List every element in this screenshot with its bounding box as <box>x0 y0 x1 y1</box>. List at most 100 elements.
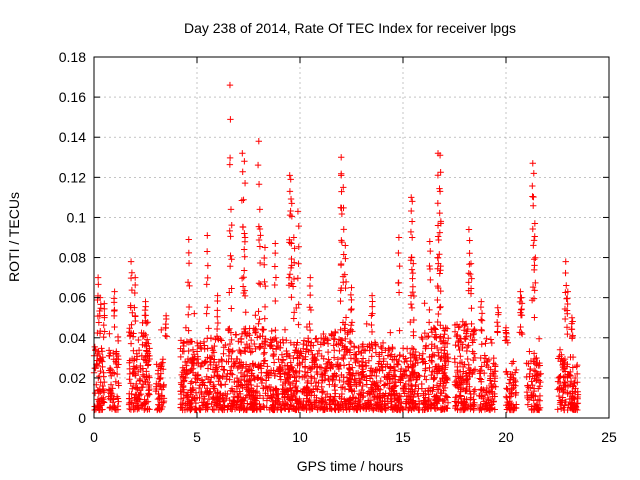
data-point <box>336 376 343 384</box>
data-point <box>160 383 167 391</box>
data-point <box>133 380 140 388</box>
data-point <box>256 333 264 340</box>
data-point <box>349 328 356 335</box>
data-point <box>388 403 395 410</box>
data-point <box>211 385 218 392</box>
data-point <box>257 281 264 288</box>
data-point <box>349 394 356 401</box>
data-point <box>205 325 212 332</box>
data-point <box>241 292 249 300</box>
data-point <box>425 395 433 403</box>
data-point <box>485 363 492 371</box>
data-point <box>348 305 355 313</box>
data-point <box>287 195 295 203</box>
data-point <box>566 371 573 379</box>
data-point <box>470 350 478 357</box>
data-point <box>284 362 291 369</box>
data-point <box>426 238 433 245</box>
data-point <box>357 391 364 398</box>
data-point <box>226 227 233 235</box>
data-point <box>241 158 248 165</box>
data-point <box>527 391 535 399</box>
data-point <box>407 318 414 326</box>
data-point <box>290 234 298 241</box>
data-point <box>181 377 188 384</box>
data-point <box>466 237 473 244</box>
data-point <box>330 342 337 349</box>
data-point <box>526 370 533 378</box>
data-point <box>377 343 385 351</box>
data-point <box>342 255 349 262</box>
data-point <box>240 274 247 281</box>
data-point <box>256 362 264 370</box>
data-point <box>248 336 255 344</box>
data-point <box>436 382 444 390</box>
data-point <box>132 372 139 379</box>
data-point <box>488 405 496 412</box>
data-point <box>569 353 577 361</box>
data-point <box>245 367 252 374</box>
data-point <box>360 402 367 410</box>
data-point <box>239 382 246 389</box>
data-point <box>409 351 416 358</box>
data-point <box>307 306 315 314</box>
data-point <box>128 400 136 407</box>
data-point <box>229 371 236 378</box>
data-point <box>211 342 218 350</box>
data-point <box>227 252 234 259</box>
data-point <box>261 337 269 345</box>
data-point <box>221 366 228 374</box>
data-point <box>435 349 442 356</box>
data-point <box>337 384 345 391</box>
data-point <box>564 389 571 396</box>
data-point <box>407 354 414 361</box>
data-point <box>436 251 443 258</box>
data-point <box>158 392 165 399</box>
data-point <box>226 340 234 348</box>
data-point <box>533 354 540 362</box>
data-point <box>373 366 381 373</box>
data-point <box>203 281 210 288</box>
data-point <box>409 198 416 205</box>
data-point <box>530 242 537 249</box>
data-point <box>512 391 519 399</box>
data-point <box>346 338 354 345</box>
data-point <box>530 295 538 302</box>
data-point <box>491 406 498 413</box>
data-point <box>335 341 342 348</box>
data-point <box>317 403 325 410</box>
data-point <box>156 406 164 414</box>
data-point <box>226 161 234 168</box>
data-point <box>368 353 375 360</box>
data-point <box>261 404 268 411</box>
data-point <box>126 325 133 332</box>
data-point <box>252 393 259 401</box>
data-point <box>180 339 188 346</box>
data-point <box>342 314 350 321</box>
data-point <box>293 341 300 349</box>
x-tick-label: 0 <box>90 429 98 445</box>
data-point <box>232 331 239 338</box>
data-point <box>177 401 185 408</box>
data-point <box>437 267 444 274</box>
data-point <box>284 375 291 382</box>
data-point <box>306 320 313 328</box>
data-point <box>502 393 510 401</box>
data-point <box>228 336 235 344</box>
data-point <box>409 283 417 290</box>
data-point <box>467 332 474 340</box>
data-point <box>288 213 296 220</box>
data-point <box>408 345 416 352</box>
data-point <box>279 398 286 405</box>
data-point <box>440 325 447 332</box>
data-point <box>210 349 218 356</box>
data-point <box>533 404 540 412</box>
data-point <box>488 339 496 347</box>
data-point <box>348 296 355 304</box>
data-point <box>101 328 108 335</box>
data-point <box>561 365 568 372</box>
data-point <box>355 344 362 352</box>
data-point <box>242 361 250 368</box>
data-point <box>335 401 342 408</box>
data-point <box>261 278 268 286</box>
